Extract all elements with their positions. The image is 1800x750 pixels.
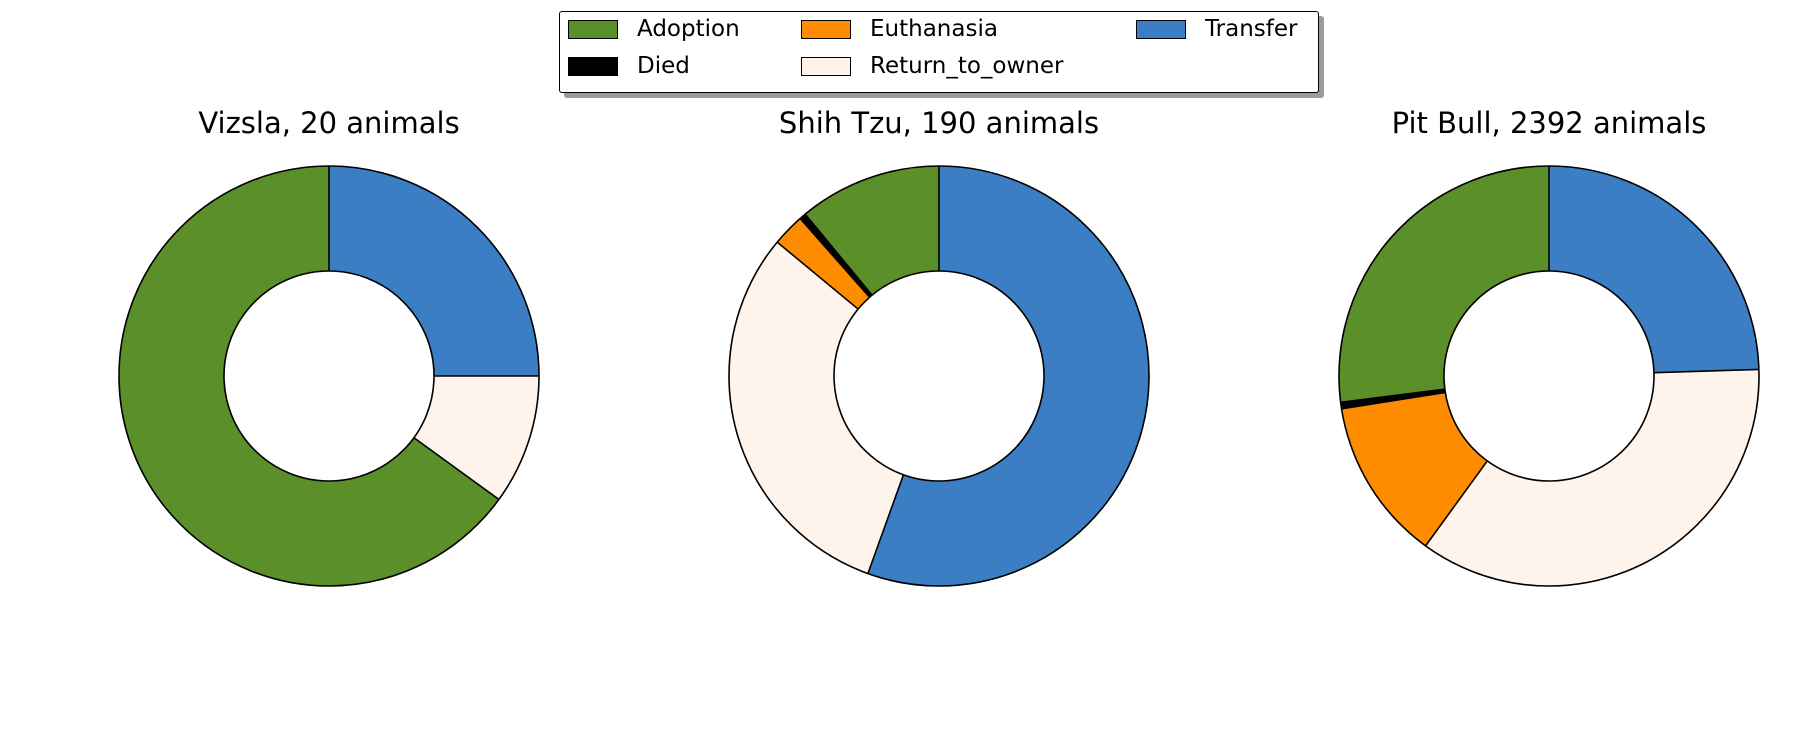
slice-return-to-owner <box>1425 369 1759 586</box>
slice-divider <box>1653 368 1759 374</box>
slice-euthanasia <box>1341 392 1488 546</box>
slice-adoption <box>805 166 939 296</box>
legend-item-euthanasia: Euthanasia <box>801 14 998 44</box>
legend-label-return-to-owner: Return_to_owner <box>870 53 1064 79</box>
legend: Adoption Died Euthanasia Return_to_owner… <box>559 11 1319 93</box>
legend-swatch-euthanasia <box>801 19 851 39</box>
legend-swatch-transfer <box>1136 19 1186 39</box>
slice-died <box>1340 389 1446 409</box>
legend-swatch-return-to-owner <box>801 56 851 76</box>
legend-item-transfer: Transfer <box>1136 14 1297 44</box>
slice-transfer <box>329 166 539 376</box>
slice-return-to-owner <box>413 376 539 500</box>
chart-title-vizsla: Vizsla, 20 animals <box>198 106 460 140</box>
legend-label-died: Died <box>637 53 690 79</box>
legend-item-return-to-owner: Return_to_owner <box>801 51 1063 81</box>
slice-divider <box>1341 391 1446 410</box>
donut-inner-ring <box>1443 270 1655 482</box>
slice-divider <box>413 437 500 501</box>
slice-euthanasia <box>777 218 870 310</box>
legend-swatch-died <box>568 56 618 76</box>
legend-swatch-adoption <box>568 19 618 39</box>
donut-inner-ring <box>223 270 435 482</box>
slice-divider <box>1424 460 1488 547</box>
legend-label-transfer: Transfer <box>1205 16 1298 42</box>
donut-outer-ring <box>1338 165 1760 587</box>
chart-title-pit-bull: Pit Bull, 2392 animals <box>1391 106 1707 140</box>
slice-died <box>800 214 873 298</box>
donut-outer-ring <box>118 165 540 587</box>
slice-divider <box>804 213 873 296</box>
donut-inner-ring <box>833 270 1045 482</box>
slice-divider <box>776 241 859 310</box>
chart-title-shih-tzu: Shih Tzu, 190 animals <box>778 106 1100 140</box>
legend-label-adoption: Adoption <box>637 16 740 42</box>
slice-return-to-owner <box>728 242 904 574</box>
slice-divider <box>799 217 871 298</box>
slice-adoption <box>119 166 499 587</box>
legend-item-adoption: Adoption <box>568 14 740 44</box>
donut-outer-ring <box>728 165 1150 587</box>
slice-transfer <box>1549 166 1759 373</box>
legend-item-died: Died <box>568 51 690 81</box>
slice-adoption <box>1339 166 1549 403</box>
slice-divider <box>1340 388 1445 404</box>
slice-divider <box>867 474 905 574</box>
legend-label-euthanasia: Euthanasia <box>870 16 998 42</box>
